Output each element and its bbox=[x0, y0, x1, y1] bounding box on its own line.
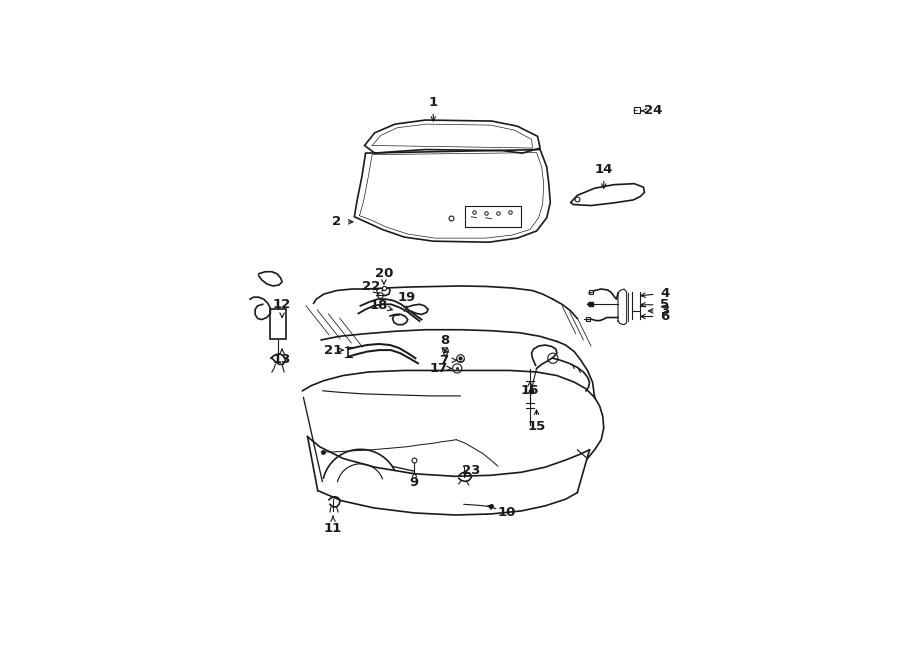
Text: 14: 14 bbox=[595, 163, 613, 176]
Text: 21: 21 bbox=[324, 344, 342, 356]
Text: 15: 15 bbox=[527, 420, 545, 433]
Text: 22: 22 bbox=[362, 280, 380, 293]
Bar bbox=[270, 309, 285, 339]
Text: 9: 9 bbox=[410, 476, 419, 489]
Text: 7: 7 bbox=[439, 354, 448, 367]
Text: 20: 20 bbox=[374, 267, 393, 280]
Text: 10: 10 bbox=[498, 506, 517, 520]
Text: 16: 16 bbox=[521, 384, 539, 397]
Text: 4: 4 bbox=[661, 287, 670, 299]
Text: 13: 13 bbox=[273, 353, 292, 366]
Text: 5: 5 bbox=[661, 298, 670, 311]
Text: 2: 2 bbox=[332, 215, 341, 228]
Text: 23: 23 bbox=[463, 464, 481, 477]
Text: 1: 1 bbox=[428, 96, 437, 108]
Text: 6: 6 bbox=[661, 310, 670, 323]
Text: 19: 19 bbox=[397, 291, 416, 303]
Text: 12: 12 bbox=[273, 298, 292, 311]
Text: 17: 17 bbox=[429, 362, 447, 375]
Text: 18: 18 bbox=[370, 299, 388, 312]
Text: 8: 8 bbox=[440, 334, 450, 347]
Text: 3: 3 bbox=[661, 305, 670, 317]
Text: 24: 24 bbox=[644, 104, 662, 118]
Text: 11: 11 bbox=[324, 522, 342, 535]
